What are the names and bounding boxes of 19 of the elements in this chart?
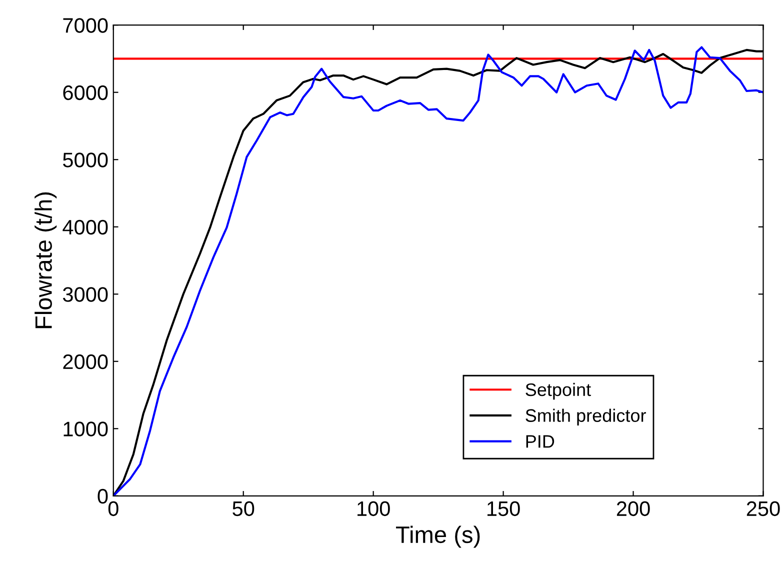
x-tick-label: 0 — [108, 501, 118, 516]
legend-label: PID — [526, 435, 554, 448]
y-tick-label: 7000 — [63, 18, 108, 33]
x-tick-label: 150 — [488, 501, 520, 516]
x-axis-title: Time (s) — [396, 526, 480, 548]
y-axis-title: Flowrate (t/h) — [34, 192, 57, 328]
y-tick-label: 4000 — [62, 220, 108, 235]
x-tick-label: 100 — [358, 501, 390, 516]
y-tick-label: 6000 — [63, 85, 108, 100]
x-tick-label: 50 — [232, 501, 254, 516]
x-tick-label: 250 — [746, 501, 780, 516]
legend-label: Smith predictor — [526, 408, 646, 426]
y-tick-label: 0 — [98, 488, 108, 504]
legend-label: Setpoint — [526, 382, 591, 400]
y-tick-label: 2000 — [63, 354, 108, 370]
y-tick-label: 5000 — [63, 152, 108, 168]
y-tick-label: 1000 — [64, 422, 108, 436]
y-tick-label: 3000 — [62, 287, 108, 302]
x-tick-label: 200 — [616, 501, 650, 516]
